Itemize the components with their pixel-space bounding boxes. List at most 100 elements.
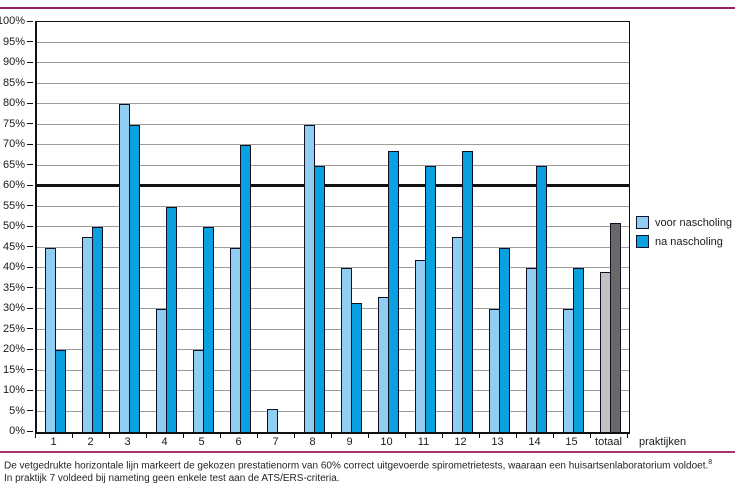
gridline (37, 82, 629, 84)
gridline (37, 144, 629, 145)
x-tick-label-12: 12 (454, 436, 467, 448)
bar-group-2 (74, 22, 111, 432)
top-accent-rule (0, 7, 735, 9)
bar-na-2 (92, 227, 103, 432)
gridline (37, 123, 629, 125)
x-tick-label-5: 5 (198, 436, 205, 448)
bar-na-10 (388, 151, 399, 432)
bar-na-5 (203, 227, 214, 432)
y-tick (27, 61, 33, 63)
y-tick-label: 95% (2, 35, 25, 48)
y-tick-label: 30% (2, 302, 25, 314)
bar-group-12 (444, 22, 481, 432)
legend-label-na: na nascholing (655, 235, 723, 248)
caption: De vetgedrukte horizontale lijn markeert… (4, 456, 731, 485)
legend-swatch-voor (636, 216, 649, 229)
y-tick-label: 85% (2, 76, 25, 89)
bar-na-4 (166, 206, 177, 432)
bar-na-1 (55, 350, 66, 432)
y-tick-label: 75% (2, 117, 25, 130)
y-tick (27, 246, 33, 247)
y-tick (27, 328, 33, 329)
x-tick (293, 433, 295, 438)
legend-item-na: na nascholing (636, 235, 732, 248)
gridline (37, 62, 629, 63)
bar-group-14 (518, 22, 555, 432)
legend-swatch-na (636, 235, 649, 248)
y-tick (27, 430, 33, 432)
bar-group-15 (555, 22, 592, 432)
x-tick-label-7: 7 (272, 436, 279, 448)
bar-na-15 (573, 268, 584, 432)
gridline (37, 41, 629, 43)
x-tick (330, 433, 332, 438)
y-tick (27, 410, 33, 411)
x-tick (404, 433, 406, 438)
y-tick-label: 80% (2, 97, 25, 109)
y-tick (27, 184, 33, 186)
y-tick-label: 20% (2, 343, 25, 355)
x-tick (552, 433, 554, 438)
bar-na-6 (240, 145, 251, 432)
y-tick-label: 55% (2, 199, 25, 212)
gridline (37, 287, 629, 289)
x-tick-label-totaal: totaal (595, 436, 622, 448)
y-tick-label: 40% (2, 261, 25, 273)
gridline (37, 390, 629, 391)
bar-group-7 (259, 22, 296, 432)
x-tick-label-14: 14 (528, 436, 541, 448)
gridline (37, 410, 629, 412)
x-tick (626, 433, 628, 438)
x-tick (367, 433, 369, 438)
gridline (37, 308, 629, 309)
y-tick (27, 20, 33, 22)
y-tick (27, 143, 33, 145)
y-tick (27, 41, 33, 42)
caption-line-2: In praktijk 7 voldeed bij nameting geen … (4, 473, 340, 485)
x-tick-label-9: 9 (346, 436, 353, 448)
x-tick-label-6: 6 (235, 436, 242, 448)
y-tick-label: 10% (2, 384, 25, 396)
y-axis: 0% 5% 10% 15% 20% 25% 30% 35% 40% 45% 50% 55% 60% 65%… (0, 15, 33, 437)
y-tick (27, 82, 33, 83)
y-tick-label: 45% (2, 240, 25, 253)
y-tick (27, 123, 33, 124)
y-tick (27, 164, 33, 165)
legend-item-voor: voor nascholing (636, 216, 732, 229)
y-tick-label: 15% (2, 363, 25, 376)
bar-na-11 (425, 165, 436, 432)
bar-na-13 (499, 247, 510, 432)
x-tick (441, 433, 443, 438)
x-tick (256, 433, 258, 438)
x-tick (478, 433, 480, 438)
legend: voor nascholing na nascholing (636, 216, 732, 254)
caption-line-1: De vetgedrukte horizontale lijn markeert… (4, 459, 713, 472)
x-axis-title: praktijken (639, 436, 687, 448)
x-tick-label-3: 3 (124, 436, 131, 448)
y-tick (27, 225, 33, 227)
bar-voor-7 (267, 409, 278, 432)
y-tick (27, 369, 33, 370)
bar-na-8 (314, 165, 325, 432)
bar-na-9 (351, 302, 362, 432)
gridline (37, 267, 629, 268)
bar-group-8 (296, 22, 333, 432)
footnote-reference: 8 (708, 459, 713, 466)
gridline (37, 205, 629, 207)
y-tick-label: 60% (2, 179, 25, 191)
y-tick-label: 5% (9, 404, 25, 417)
gridline (37, 349, 629, 350)
x-tick (108, 433, 110, 438)
y-tick (27, 348, 33, 350)
x-tick (71, 433, 73, 438)
x-tick-label-1: 1 (50, 436, 57, 448)
gridline (37, 226, 629, 227)
bar-group-10 (370, 22, 407, 432)
y-tick (27, 205, 33, 206)
plot-area (35, 21, 630, 434)
y-tick (27, 307, 33, 309)
bar-group-6 (222, 22, 259, 432)
y-tick-label: 100% (0, 15, 25, 27)
bar-na-12 (462, 151, 473, 432)
x-tick (182, 433, 184, 438)
